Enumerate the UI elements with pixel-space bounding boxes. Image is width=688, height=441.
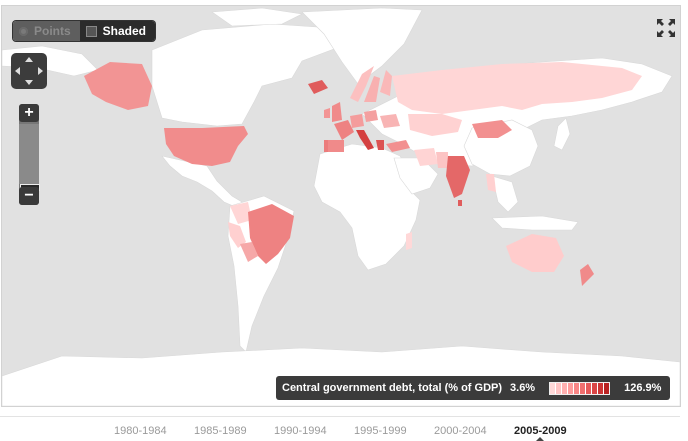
region-russia[interactable] — [392, 62, 642, 114]
land-africa — [313, 143, 421, 271]
region-poland[interactable] — [364, 110, 378, 122]
land-japan — [553, 117, 571, 151]
legend-color-scale — [549, 381, 611, 395]
region-italy[interactable] — [356, 130, 374, 150]
land-canada-islands — [211, 7, 303, 27]
legend-title: Central government debt, total (% of GDP… — [282, 382, 503, 394]
legend-swatch — [574, 382, 581, 394]
pan-right-icon[interactable] — [38, 67, 43, 75]
zoom-control: + − — [19, 104, 40, 205]
region-ireland[interactable] — [324, 108, 330, 118]
pan-down-icon[interactable] — [25, 80, 33, 85]
map-canvas[interactable] — [2, 6, 680, 406]
region-mongolia[interactable] — [472, 120, 512, 138]
region-iran[interactable] — [414, 148, 438, 166]
zoom-slider-track[interactable] — [19, 124, 39, 184]
fullscreen-icon[interactable] — [655, 17, 677, 39]
shaded-icon — [85, 25, 97, 37]
region-uk[interactable] — [332, 102, 342, 122]
world-map[interactable]: Points Shaded + − Central government deb… — [1, 5, 681, 407]
region-pakistan[interactable] — [436, 152, 448, 168]
legend-max-label: 126.9% — [624, 382, 662, 394]
region-new-zealand[interactable] — [580, 264, 594, 286]
region-iceland[interactable] — [308, 80, 328, 94]
legend-swatch — [586, 382, 593, 394]
view-toggle: Points Shaded — [13, 21, 156, 41]
region-spain[interactable] — [328, 140, 344, 152]
land-indonesia — [491, 215, 579, 231]
pan-control — [11, 53, 47, 89]
region-australia[interactable] — [506, 234, 564, 272]
timeline-period-1985-1989[interactable]: 1985-1989 — [194, 425, 247, 437]
region-alaska[interactable] — [84, 62, 152, 110]
points-toggle-button[interactable]: Points — [13, 21, 80, 41]
land-southeast-asia — [491, 175, 519, 213]
land-greenland — [301, 7, 423, 85]
timeline-current-marker — [536, 437, 544, 441]
zoom-out-button[interactable]: − — [19, 187, 39, 205]
legend-swatch — [568, 382, 575, 394]
region-portugal[interactable] — [324, 140, 328, 152]
legend-swatch — [562, 382, 569, 394]
shaded-toggle-label: Shaded — [102, 24, 147, 38]
points-toggle-label: Points — [34, 24, 71, 38]
legend-swatch — [556, 382, 563, 394]
pan-up-icon[interactable] — [25, 57, 33, 62]
region-peru[interactable] — [228, 222, 246, 248]
region-colombia[interactable] — [230, 202, 252, 224]
region-sweden[interactable] — [364, 76, 380, 102]
legend-swatch — [550, 382, 557, 394]
region-finland[interactable] — [380, 70, 392, 96]
shaded-toggle-button[interactable]: Shaded — [79, 21, 156, 41]
pan-left-icon[interactable] — [15, 67, 20, 75]
zoom-in-button[interactable]: + — [19, 104, 39, 122]
timeline-period-2005-2009[interactable]: 2005-2009 — [514, 425, 567, 437]
timeline-period-1995-1999[interactable]: 1995-1999 — [354, 425, 407, 437]
region-turkey[interactable] — [386, 140, 410, 152]
region-germany[interactable] — [350, 114, 364, 128]
timeline-period-1980-1984[interactable]: 1980-1984 — [114, 425, 167, 437]
region-bolivia[interactable] — [240, 242, 258, 262]
region-united-states[interactable] — [164, 126, 248, 166]
legend-min-label: 3.6% — [510, 382, 536, 394]
timeline: 1980-1984 1985-1989 1990-1994 1995-1999 … — [0, 416, 680, 441]
region-greece[interactable] — [376, 140, 384, 150]
legend-swatch — [580, 382, 587, 394]
legend: Central government debt, total (% of GDP… — [276, 376, 670, 400]
region-brazil[interactable] — [248, 204, 294, 264]
points-icon — [19, 26, 28, 36]
legend-swatch — [592, 382, 599, 394]
timeline-period-1990-1994[interactable]: 1990-1994 — [274, 425, 327, 437]
region-thailand[interactable] — [486, 174, 496, 192]
region-norway[interactable] — [350, 66, 374, 102]
region-sri-lanka[interactable] — [458, 200, 462, 206]
region-kazakhstan[interactable] — [408, 114, 462, 136]
timeline-period-2000-2004[interactable]: 2000-2004 — [434, 425, 487, 437]
land-mexico-central-america — [161, 155, 243, 209]
land-canada — [151, 23, 343, 127]
region-madagascar[interactable] — [406, 232, 412, 250]
region-france[interactable] — [334, 120, 354, 140]
region-ukraine[interactable] — [380, 114, 400, 128]
legend-swatch — [604, 382, 610, 394]
legend-swatch — [598, 382, 605, 394]
region-india[interactable] — [446, 156, 470, 198]
